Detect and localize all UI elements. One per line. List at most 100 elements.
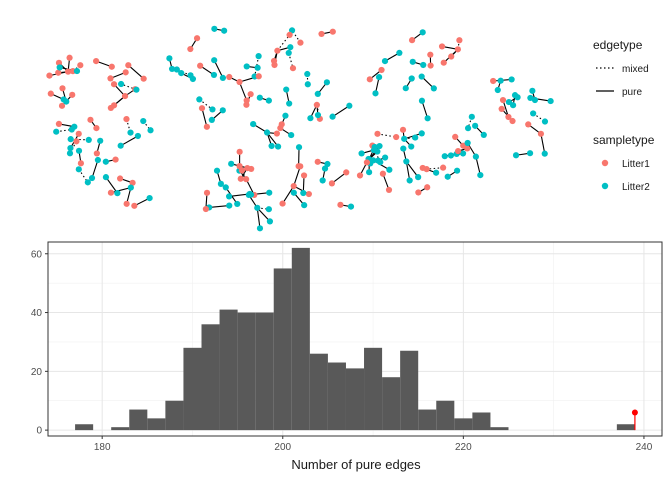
litter1-node bbox=[73, 138, 80, 145]
y-tick-label: 0 bbox=[36, 426, 42, 437]
litter2-node bbox=[480, 131, 487, 138]
litter1-node bbox=[499, 96, 507, 104]
network-nodes bbox=[46, 25, 554, 232]
litter2-node bbox=[219, 107, 226, 114]
litter1-node bbox=[248, 165, 255, 173]
litter2-node bbox=[210, 71, 218, 79]
mixed-edge bbox=[276, 34, 291, 52]
histogram-bar bbox=[616, 424, 635, 431]
litter2-node bbox=[530, 110, 537, 117]
litter2-node bbox=[127, 184, 134, 191]
litter1-node bbox=[198, 105, 206, 112]
litter1-node bbox=[77, 62, 84, 69]
litter1-node bbox=[454, 46, 461, 53]
litter1-node bbox=[286, 31, 293, 38]
litter2-node bbox=[118, 80, 125, 88]
litter1-node bbox=[297, 39, 304, 46]
litter2-node bbox=[358, 150, 365, 157]
x-tick-label: 200 bbox=[274, 442, 291, 453]
litter2-node bbox=[295, 144, 303, 151]
litter2-node bbox=[541, 118, 549, 125]
litter1-node bbox=[318, 30, 325, 38]
litter2-node bbox=[263, 129, 271, 136]
histogram-ticks: 180 200 220 240 0 20 40 60 bbox=[31, 249, 653, 453]
litter2-node bbox=[430, 85, 437, 92]
litter2-node bbox=[94, 156, 102, 164]
litter2-node bbox=[53, 128, 60, 135]
litter2-node bbox=[314, 90, 321, 98]
histogram-bar bbox=[111, 427, 130, 431]
litter2-node bbox=[211, 57, 218, 64]
litter2-node bbox=[213, 167, 221, 174]
litter2-node bbox=[255, 53, 262, 60]
litter2-node bbox=[219, 74, 226, 81]
litter1-node bbox=[448, 53, 455, 60]
litter1-node bbox=[255, 73, 262, 80]
litter2-node bbox=[419, 29, 426, 36]
litter2-node bbox=[178, 70, 185, 77]
legend-mixed-label: mixed bbox=[622, 64, 649, 75]
legend-litter1-dot bbox=[601, 159, 609, 167]
litter1-node bbox=[107, 75, 114, 82]
litter2-node bbox=[447, 152, 455, 159]
litter2-node bbox=[222, 184, 229, 191]
litter1-node bbox=[313, 101, 320, 109]
x-axis-title: Number of pure edges bbox=[291, 457, 421, 472]
litter2-node bbox=[412, 134, 419, 141]
litter2-node bbox=[134, 132, 142, 140]
litter1-node bbox=[498, 105, 505, 112]
litter2-node bbox=[127, 129, 134, 136]
litter2-node bbox=[286, 100, 293, 107]
litter2-node bbox=[406, 177, 413, 184]
litter1-node bbox=[75, 130, 82, 137]
litter2-node bbox=[102, 174, 110, 181]
pure-edge bbox=[540, 133, 546, 154]
litter2-node bbox=[60, 96, 67, 103]
histogram-bar bbox=[165, 400, 184, 431]
litter2-node bbox=[464, 139, 471, 147]
litter1-node bbox=[202, 205, 209, 213]
pure-edge bbox=[475, 156, 481, 176]
litter1-node bbox=[415, 189, 422, 196]
litter1-node bbox=[243, 101, 250, 108]
litter1-node bbox=[46, 72, 53, 79]
litter1-node bbox=[116, 175, 124, 182]
litter1-node bbox=[131, 202, 138, 209]
legend-pure-label: pure bbox=[622, 87, 642, 98]
legend-litter1-label: Litter1 bbox=[622, 159, 650, 170]
pure-edge bbox=[282, 185, 295, 204]
histogram-bar bbox=[382, 377, 401, 431]
litter2-node bbox=[287, 44, 294, 51]
litter2-node bbox=[468, 113, 475, 120]
litter1-node bbox=[509, 117, 516, 125]
litter1-node bbox=[464, 145, 471, 152]
litter2-node bbox=[464, 125, 472, 132]
litter1-node bbox=[454, 147, 462, 155]
histogram-chart: 180 200 220 240 0 20 40 60 Number of pure edges bbox=[31, 241, 663, 472]
litter2-node bbox=[371, 143, 378, 151]
litter1-node bbox=[187, 45, 194, 53]
litter2-node bbox=[547, 97, 554, 105]
histogram-bar bbox=[75, 424, 94, 431]
litter2-node bbox=[346, 102, 353, 109]
histogram-bar bbox=[291, 247, 310, 431]
litter2-node bbox=[250, 120, 257, 128]
litter2-node bbox=[208, 116, 215, 124]
y-tick-label: 20 bbox=[31, 367, 43, 378]
histogram-bar bbox=[255, 312, 274, 431]
litter2-node bbox=[228, 160, 235, 167]
litter2-node bbox=[221, 27, 228, 34]
histogram-bar bbox=[219, 309, 238, 431]
litter1-node bbox=[356, 172, 364, 179]
litter1-node bbox=[505, 113, 512, 121]
litter1-node bbox=[273, 130, 281, 137]
litter2-node bbox=[117, 142, 124, 149]
litter1-node bbox=[278, 121, 285, 128]
litter1-node bbox=[93, 58, 100, 65]
observed-value-point bbox=[631, 409, 638, 416]
litter2-node bbox=[324, 160, 331, 168]
litter2-node bbox=[173, 66, 180, 73]
litter1-node bbox=[197, 62, 204, 69]
pure-edge bbox=[127, 64, 145, 80]
litter2-node bbox=[508, 76, 515, 83]
